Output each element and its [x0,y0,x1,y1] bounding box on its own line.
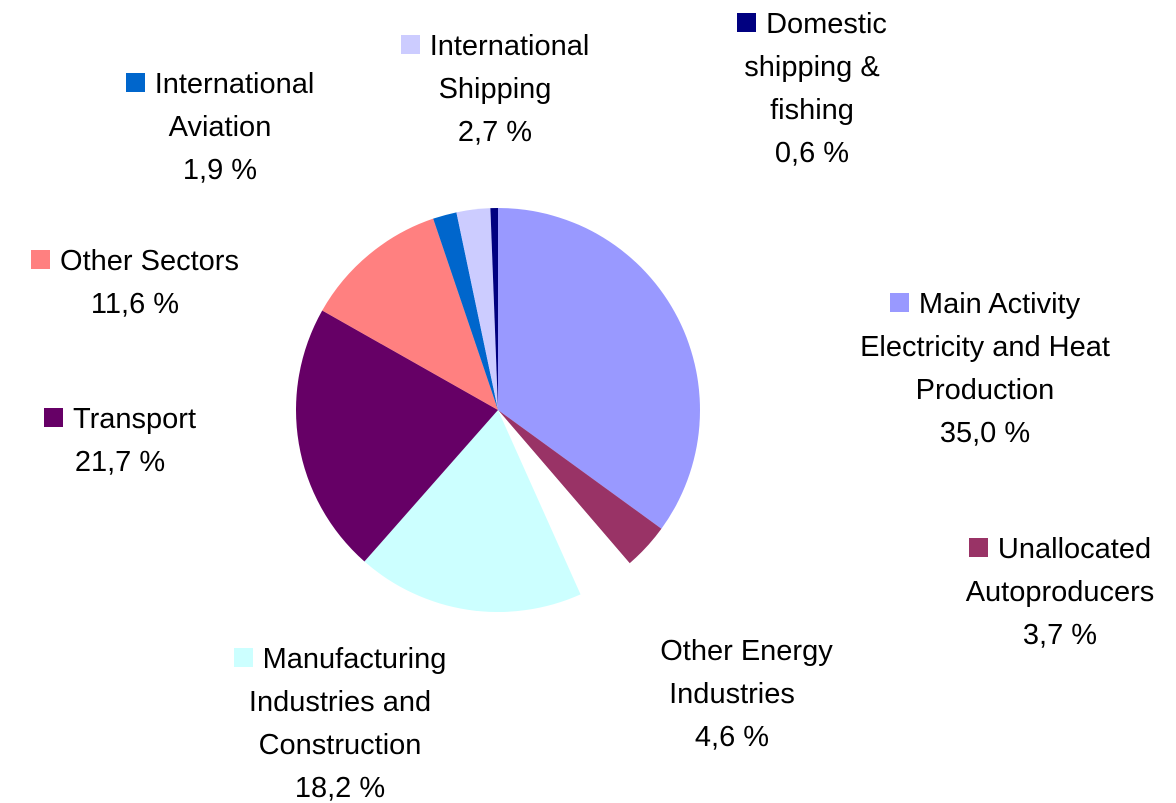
category-name: Manufacturing Industries and Constructio… [248,643,447,761]
legend-swatch [125,73,145,92]
category-name: Other Sectors [60,245,239,277]
category-name: International Aviation [154,68,315,143]
slice-label: Other Sectors 11,6 % [5,240,265,326]
value-label: 3,7 % [1022,619,1098,651]
pie-slice [322,218,498,410]
value-label: 35,0 % [939,417,1031,449]
category-name: Domestic shipping & fishing [744,8,887,126]
legend-swatch [631,640,651,659]
slice-label: Transport 21,7 % [20,398,220,484]
slice-label: Other Energy Industries 4,6 % [617,630,847,759]
pie-slice [490,208,498,410]
pie-slice [498,410,662,564]
value-label: 4,6 % [694,721,770,753]
legend-swatch [968,538,988,557]
legend-swatch [43,408,63,427]
legend-swatch [233,648,253,667]
value-label: 21,7 % [74,446,166,478]
value-label: 18,2 % [294,772,386,803]
slice-label: Main Activity Electricity and Heat Produ… [850,283,1120,455]
slice-label: Domestic shipping & fishing 0,6 % [712,3,912,175]
pie-slice [364,410,581,612]
value-label: 11,6 % [90,288,180,320]
category-name: Transport [72,403,197,435]
category-name: Other Energy Industries [660,635,833,710]
category-name: International Shipping [429,30,590,105]
pie-slice [498,410,630,595]
slice-label: International Shipping 2,7 % [385,25,605,154]
value-label: 0,6 % [774,137,850,169]
slice-label: Manufacturing Industries and Constructio… [215,638,465,803]
value-label: 2,7 % [457,116,533,148]
value-label: 1,9 % [182,154,258,186]
pie-slice [295,310,498,562]
pie-slice [498,208,700,529]
legend-swatch [400,35,420,54]
slice-label: Unallocated Autoproducers 3,7 % [940,528,1176,657]
pie-slice [433,212,498,410]
category-name: Unallocated Autoproducers [965,533,1155,608]
slice-label: International Aviation 1,9 % [105,63,335,192]
legend-swatch [737,13,757,32]
pie-slice [456,208,498,410]
legend-swatch [889,293,909,312]
legend-swatch [31,250,51,269]
category-name: Main Activity Electricity and Heat Produ… [860,288,1110,406]
